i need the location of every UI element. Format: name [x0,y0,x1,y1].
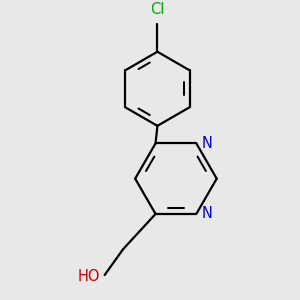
Text: Cl: Cl [150,2,165,17]
Text: N: N [202,136,213,151]
Text: HO: HO [77,268,100,284]
Text: N: N [202,206,213,221]
